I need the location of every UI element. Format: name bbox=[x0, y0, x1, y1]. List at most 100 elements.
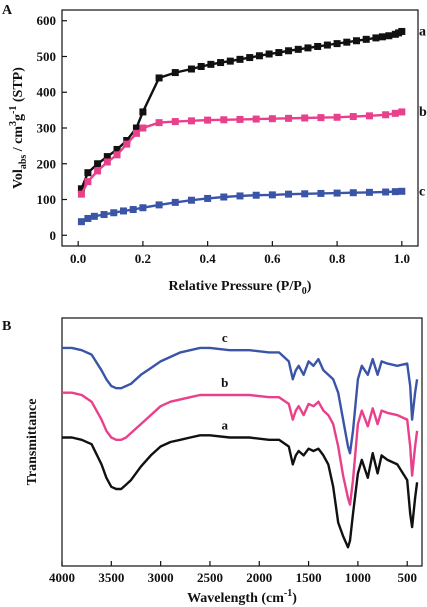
series-point-a bbox=[123, 137, 131, 145]
series-point-a bbox=[77, 185, 85, 193]
series-point-b bbox=[187, 117, 195, 125]
series-point-a bbox=[265, 50, 273, 58]
series-point-b bbox=[77, 190, 85, 198]
x-tick-label: 2000 bbox=[246, 570, 272, 585]
series-point-a bbox=[171, 69, 179, 77]
series-point-c bbox=[333, 189, 341, 197]
x-tick-label: 1500 bbox=[296, 570, 322, 585]
series-point-c bbox=[187, 196, 195, 204]
y-label-part-abs: abs bbox=[18, 155, 29, 170]
x-tick-label: 500 bbox=[397, 570, 417, 585]
x-tick-label: 3500 bbox=[98, 570, 124, 585]
series-point-a bbox=[246, 54, 254, 62]
panel-b-frame bbox=[61, 317, 423, 567]
panel-a-axis-ticks: 0.0 0.2 0.4 0.6 0.8 1.0 0 100 200 300 400 500 600 bbox=[37, 13, 410, 266]
series-point-c bbox=[220, 193, 228, 201]
y-tick-label: 400 bbox=[37, 85, 57, 100]
series-point-b bbox=[398, 108, 406, 116]
x-label-sup: -1 bbox=[284, 588, 292, 599]
series-point-a bbox=[362, 35, 370, 43]
x-label-main: Relative Pressure (P/P bbox=[169, 279, 303, 294]
series-point-a bbox=[226, 57, 234, 65]
series-point-c bbox=[398, 187, 406, 195]
series-point-c bbox=[236, 192, 244, 200]
x-tick-label: 0.0 bbox=[70, 251, 86, 266]
series-point-a bbox=[155, 74, 163, 82]
series-point-a bbox=[94, 160, 102, 168]
series-point-b bbox=[252, 115, 260, 123]
x-tick-label: 2500 bbox=[197, 570, 223, 585]
series-point-b bbox=[333, 113, 341, 121]
series-point-b bbox=[155, 119, 163, 127]
series-point-c bbox=[285, 190, 293, 198]
series-point-b bbox=[123, 140, 131, 148]
series-point-a bbox=[398, 27, 406, 35]
series-point-a bbox=[385, 32, 393, 40]
series-point-b bbox=[236, 115, 244, 123]
series-point-c bbox=[382, 188, 390, 196]
series-point-a bbox=[353, 37, 361, 45]
series-point-a bbox=[275, 49, 283, 57]
series-point-b bbox=[285, 114, 293, 122]
y-tick-label: 0 bbox=[50, 228, 57, 243]
series-point-a bbox=[236, 55, 244, 63]
series-point-b bbox=[139, 124, 147, 132]
y-label-part-cm: / cm bbox=[11, 126, 26, 155]
x-label-sub: 0 bbox=[302, 286, 307, 297]
series-point-a bbox=[217, 59, 225, 67]
series-point-c bbox=[84, 214, 92, 222]
series-point-a bbox=[323, 41, 331, 49]
x-tick-label: 0.6 bbox=[264, 251, 281, 266]
series-point-b bbox=[382, 111, 390, 119]
panel-b-x-axis-label: Wavelength (cm-1) bbox=[187, 588, 297, 606]
series-point-b bbox=[349, 113, 357, 121]
series-point-b bbox=[220, 116, 228, 124]
panel-b-y-axis-label: Transmittance bbox=[25, 399, 40, 486]
series-point-c bbox=[349, 189, 357, 197]
panel-b-ftir-chart: B 4000 3500 3000 2500 2000 1500 1000 500 c b a Tr… bbox=[2, 317, 423, 606]
panel-a-x-axis-label: Relative Pressure (P/P0) bbox=[169, 279, 312, 297]
series-point-a bbox=[197, 62, 205, 70]
series-point-b bbox=[103, 158, 111, 166]
series-point-a bbox=[285, 47, 293, 55]
series-point-c bbox=[110, 209, 118, 217]
series-point-a bbox=[103, 153, 111, 161]
y-label-part-minus-one: -1 bbox=[8, 106, 19, 114]
series-line-b bbox=[62, 391, 419, 506]
series-point-a bbox=[207, 60, 215, 68]
series-point-a bbox=[372, 34, 380, 42]
series-point-c bbox=[100, 211, 108, 219]
series-point-a bbox=[304, 44, 312, 52]
x-tick-label: 0.2 bbox=[135, 251, 151, 266]
panel-b-axis-ticks: 4000 3500 3000 2500 2000 1500 1000 500 bbox=[49, 561, 417, 585]
x-tick-label: 3000 bbox=[148, 570, 174, 585]
y-tick-label: 300 bbox=[37, 121, 57, 136]
x-label-tail: ) bbox=[292, 591, 297, 606]
y-tick-label: 100 bbox=[37, 192, 57, 207]
series-point-a bbox=[343, 38, 351, 46]
panel-a-label: A bbox=[2, 3, 13, 18]
series-point-c bbox=[365, 188, 373, 196]
series-point-a bbox=[314, 42, 322, 50]
series-point-c bbox=[155, 201, 163, 209]
series-point-b bbox=[204, 116, 212, 124]
x-label-tail: ) bbox=[307, 279, 312, 294]
series-label-c: c bbox=[419, 184, 425, 199]
panel-a-series-labels: a b c bbox=[419, 24, 427, 199]
panel-b-series-labels: c b a bbox=[221, 330, 228, 432]
series-point-c bbox=[317, 189, 325, 197]
series-line-a bbox=[62, 434, 419, 549]
series-label-b: b bbox=[419, 105, 427, 120]
series-point-b bbox=[113, 151, 121, 159]
y-tick-label: 500 bbox=[37, 49, 57, 64]
series-point-b bbox=[84, 178, 92, 186]
series-point-a bbox=[378, 33, 386, 41]
y-label-part-g: g bbox=[11, 114, 26, 121]
series-point-c bbox=[139, 204, 147, 212]
x-tick-label: 0.4 bbox=[200, 251, 217, 266]
series-point-b bbox=[132, 129, 140, 137]
series-point-c bbox=[77, 218, 85, 226]
series-point-c bbox=[301, 190, 309, 198]
series-label-a: a bbox=[419, 24, 426, 39]
